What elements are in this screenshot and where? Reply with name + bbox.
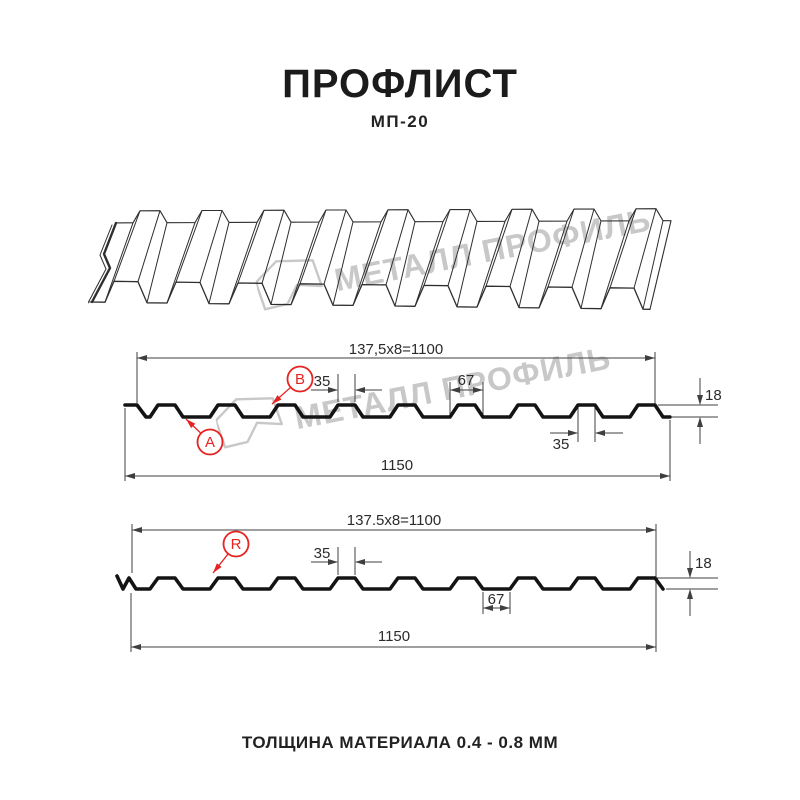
dim-crest-width-top: 35 bbox=[314, 373, 331, 390]
page-title: ПРОФЛИСТ bbox=[282, 62, 518, 106]
profile-section-bottom: 137.5x8=1100 35 67 18 1150 R bbox=[115, 512, 718, 652]
dim-valley-width: 67 bbox=[488, 591, 505, 608]
watermark: МЕТАЛЛ ПРОФИЛЬ bbox=[252, 187, 654, 314]
sheet-3d-view bbox=[88, 208, 672, 310]
dim-crest-width-lower: 35 bbox=[553, 436, 570, 453]
marker-b-circle bbox=[286, 365, 314, 393]
product-model: МП-20 bbox=[370, 112, 430, 131]
marker-r-label: R bbox=[231, 536, 242, 553]
dim-crest-width-bottom: 35 bbox=[314, 545, 331, 562]
profile-section-top: 137,5x8=1100 35 67 18 35 1150 B A bbox=[123, 341, 722, 481]
metall-profil-logo-icon bbox=[214, 397, 283, 449]
metall-profil-logo-icon bbox=[254, 259, 323, 311]
dim-overall-width-bottom: 1150 bbox=[378, 628, 410, 645]
dim-width-formula-bottom: 137.5x8=1100 bbox=[347, 512, 441, 529]
material-thickness-note: ТОЛЩИНА МАТЕРИАЛА 0.4 - 0.8 ММ bbox=[241, 733, 559, 752]
profile-section-top-drawing bbox=[123, 352, 718, 481]
dim-profile-height-bottom: 18 bbox=[695, 555, 712, 572]
profile-section-bottom-drawing bbox=[115, 524, 718, 652]
marker-a-label: A bbox=[205, 434, 215, 451]
dim-width-formula-top: 137,5x8=1100 bbox=[349, 341, 443, 358]
dim-profile-height-top: 18 bbox=[705, 387, 722, 404]
sheet-3d-drawing bbox=[88, 208, 672, 310]
marker-b-label: B bbox=[295, 371, 305, 388]
dim-rib-base-width: 67 bbox=[458, 372, 475, 389]
dim-overall-width-top: 1150 bbox=[381, 457, 413, 474]
marker-a-circle bbox=[196, 428, 224, 456]
watermark: МЕТАЛЛ ПРОФИЛЬ bbox=[212, 325, 614, 452]
marker-r-circle bbox=[222, 530, 250, 558]
